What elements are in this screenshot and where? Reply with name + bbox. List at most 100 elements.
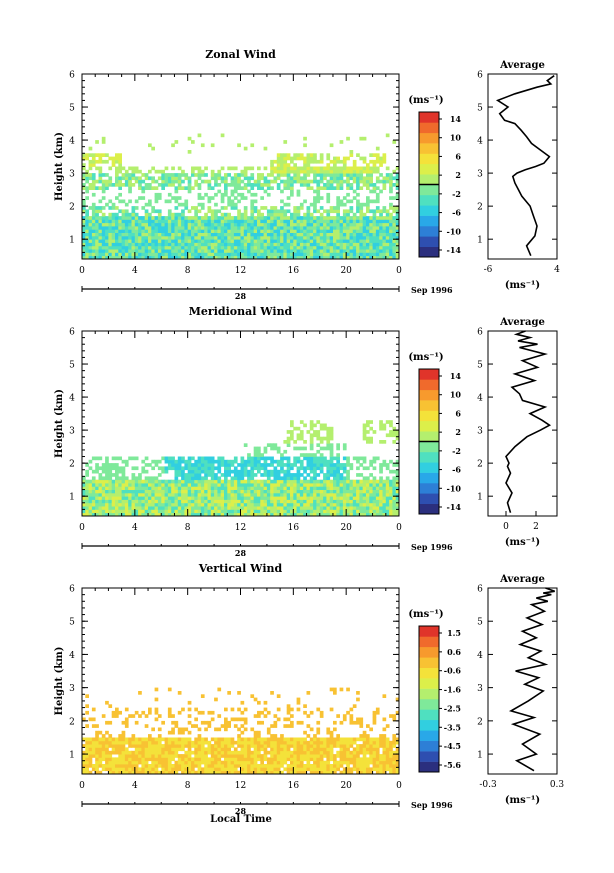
heatmap-cell <box>95 754 99 758</box>
heatmap-cell <box>382 222 387 227</box>
heatmap-cell <box>161 245 165 250</box>
heatmap-cell <box>237 245 241 250</box>
heatmap-cell <box>293 255 297 260</box>
heatmap-cell <box>191 757 195 762</box>
heatmap-cell <box>85 483 89 487</box>
heatmap-cell <box>329 479 334 484</box>
heatmap-cell <box>309 249 314 253</box>
heatmap-cell <box>131 486 136 490</box>
heatmap-cell <box>276 707 281 712</box>
heatmap-cell <box>379 440 383 444</box>
heatmap-cell <box>91 153 96 157</box>
heatmap-cell <box>372 226 377 230</box>
heatmap-cell <box>237 727 241 732</box>
heatmap-cell <box>207 492 212 497</box>
heatmap-cell <box>161 183 165 187</box>
heatmap-cell <box>253 206 258 210</box>
heatmap-cell <box>349 252 354 257</box>
heatmap-cell <box>105 179 109 184</box>
heatmap-cell <box>115 770 119 775</box>
heatmap-cell <box>316 466 321 471</box>
heatmap-cell <box>141 232 146 237</box>
heatmap-cell <box>91 249 96 253</box>
heatmap-cell <box>263 502 268 507</box>
heatmap-cell <box>339 479 344 484</box>
heatmap-cell <box>346 136 350 141</box>
heatmap-cell <box>293 245 297 250</box>
heatmap-cell <box>224 216 228 220</box>
heatmap-cell <box>121 476 126 481</box>
heatmap-cell <box>207 239 212 243</box>
heatmap-cell <box>237 502 241 507</box>
heatmap-cell <box>111 770 116 775</box>
heatmap-cell <box>174 760 179 765</box>
heatmap-cell <box>101 216 106 220</box>
heatmap-cell <box>174 720 179 725</box>
heatmap-cell <box>95 767 99 772</box>
heatmap-cell <box>207 764 212 768</box>
heatmap-cell <box>184 186 189 190</box>
heatmap-cell <box>319 456 324 461</box>
heatmap-cell <box>395 245 400 250</box>
heatmap-cell <box>270 469 274 474</box>
heatmap-cell <box>276 252 281 257</box>
heatmap-cell <box>303 512 307 517</box>
heatmap-cell <box>306 456 311 461</box>
heatmap-cell <box>253 466 258 471</box>
heatmap-cell <box>257 245 261 250</box>
heatmap-cell <box>266 486 271 490</box>
heatmap-cell <box>194 499 198 504</box>
heatmap-cell <box>181 473 185 477</box>
heatmap-cell <box>263 764 268 768</box>
heatmap-cell <box>309 219 314 224</box>
heatmap-cell <box>382 423 387 428</box>
heatmap-cell <box>359 235 364 240</box>
heatmap-cell <box>111 512 116 517</box>
heatmap-cell <box>276 750 281 755</box>
heatmap-cell <box>257 179 261 184</box>
heatmap-cell <box>115 216 119 220</box>
heatmap-cell <box>151 242 155 247</box>
heatmap-cell <box>82 764 86 768</box>
heatmap-cells <box>82 687 400 775</box>
heatmap-cell <box>270 212 274 217</box>
heatmap-cell <box>290 192 294 197</box>
heatmap-cell <box>359 512 364 517</box>
heatmap-cell <box>369 255 373 260</box>
heatmap-cell <box>372 249 377 253</box>
heatmap-cell <box>356 222 360 227</box>
heatmap-cell <box>204 492 208 497</box>
heatmap-cell <box>177 499 182 504</box>
heatmap-cell <box>85 764 89 768</box>
heatmap-cell <box>85 767 89 772</box>
heatmap-cell <box>319 453 324 457</box>
heatmap-cell <box>286 179 291 184</box>
heatmap-cell <box>98 179 103 184</box>
heatmap-cell <box>253 456 258 461</box>
heatmap-cell <box>148 242 152 247</box>
heatmap-cell <box>85 724 89 728</box>
heatmap-cell <box>250 483 255 487</box>
heatmap-cell <box>260 499 264 504</box>
heatmap-cell <box>148 770 152 775</box>
heatmap-cell <box>313 199 317 204</box>
heatmap-cell <box>154 235 159 240</box>
heatmap-cell <box>257 720 261 725</box>
heatmap-cell <box>263 216 268 220</box>
heatmap-cell <box>118 192 122 197</box>
heatmap-cell <box>181 512 185 517</box>
heatmap-cell <box>233 483 238 487</box>
heatmap-cell <box>101 136 106 141</box>
heatmap-cell <box>217 747 222 752</box>
heatmap-cell <box>200 196 205 200</box>
heatmap-cell <box>217 242 222 247</box>
heatmap-cell <box>362 512 367 517</box>
heatmap-cell <box>181 202 185 207</box>
heatmap-cell <box>214 219 218 224</box>
heatmap-cell <box>260 245 264 250</box>
heatmap-cell <box>293 459 297 464</box>
heatmap-cell <box>184 239 189 243</box>
heatmap-cell <box>329 473 334 477</box>
heatmap-cell <box>131 476 136 481</box>
heatmap-cell <box>220 764 225 768</box>
